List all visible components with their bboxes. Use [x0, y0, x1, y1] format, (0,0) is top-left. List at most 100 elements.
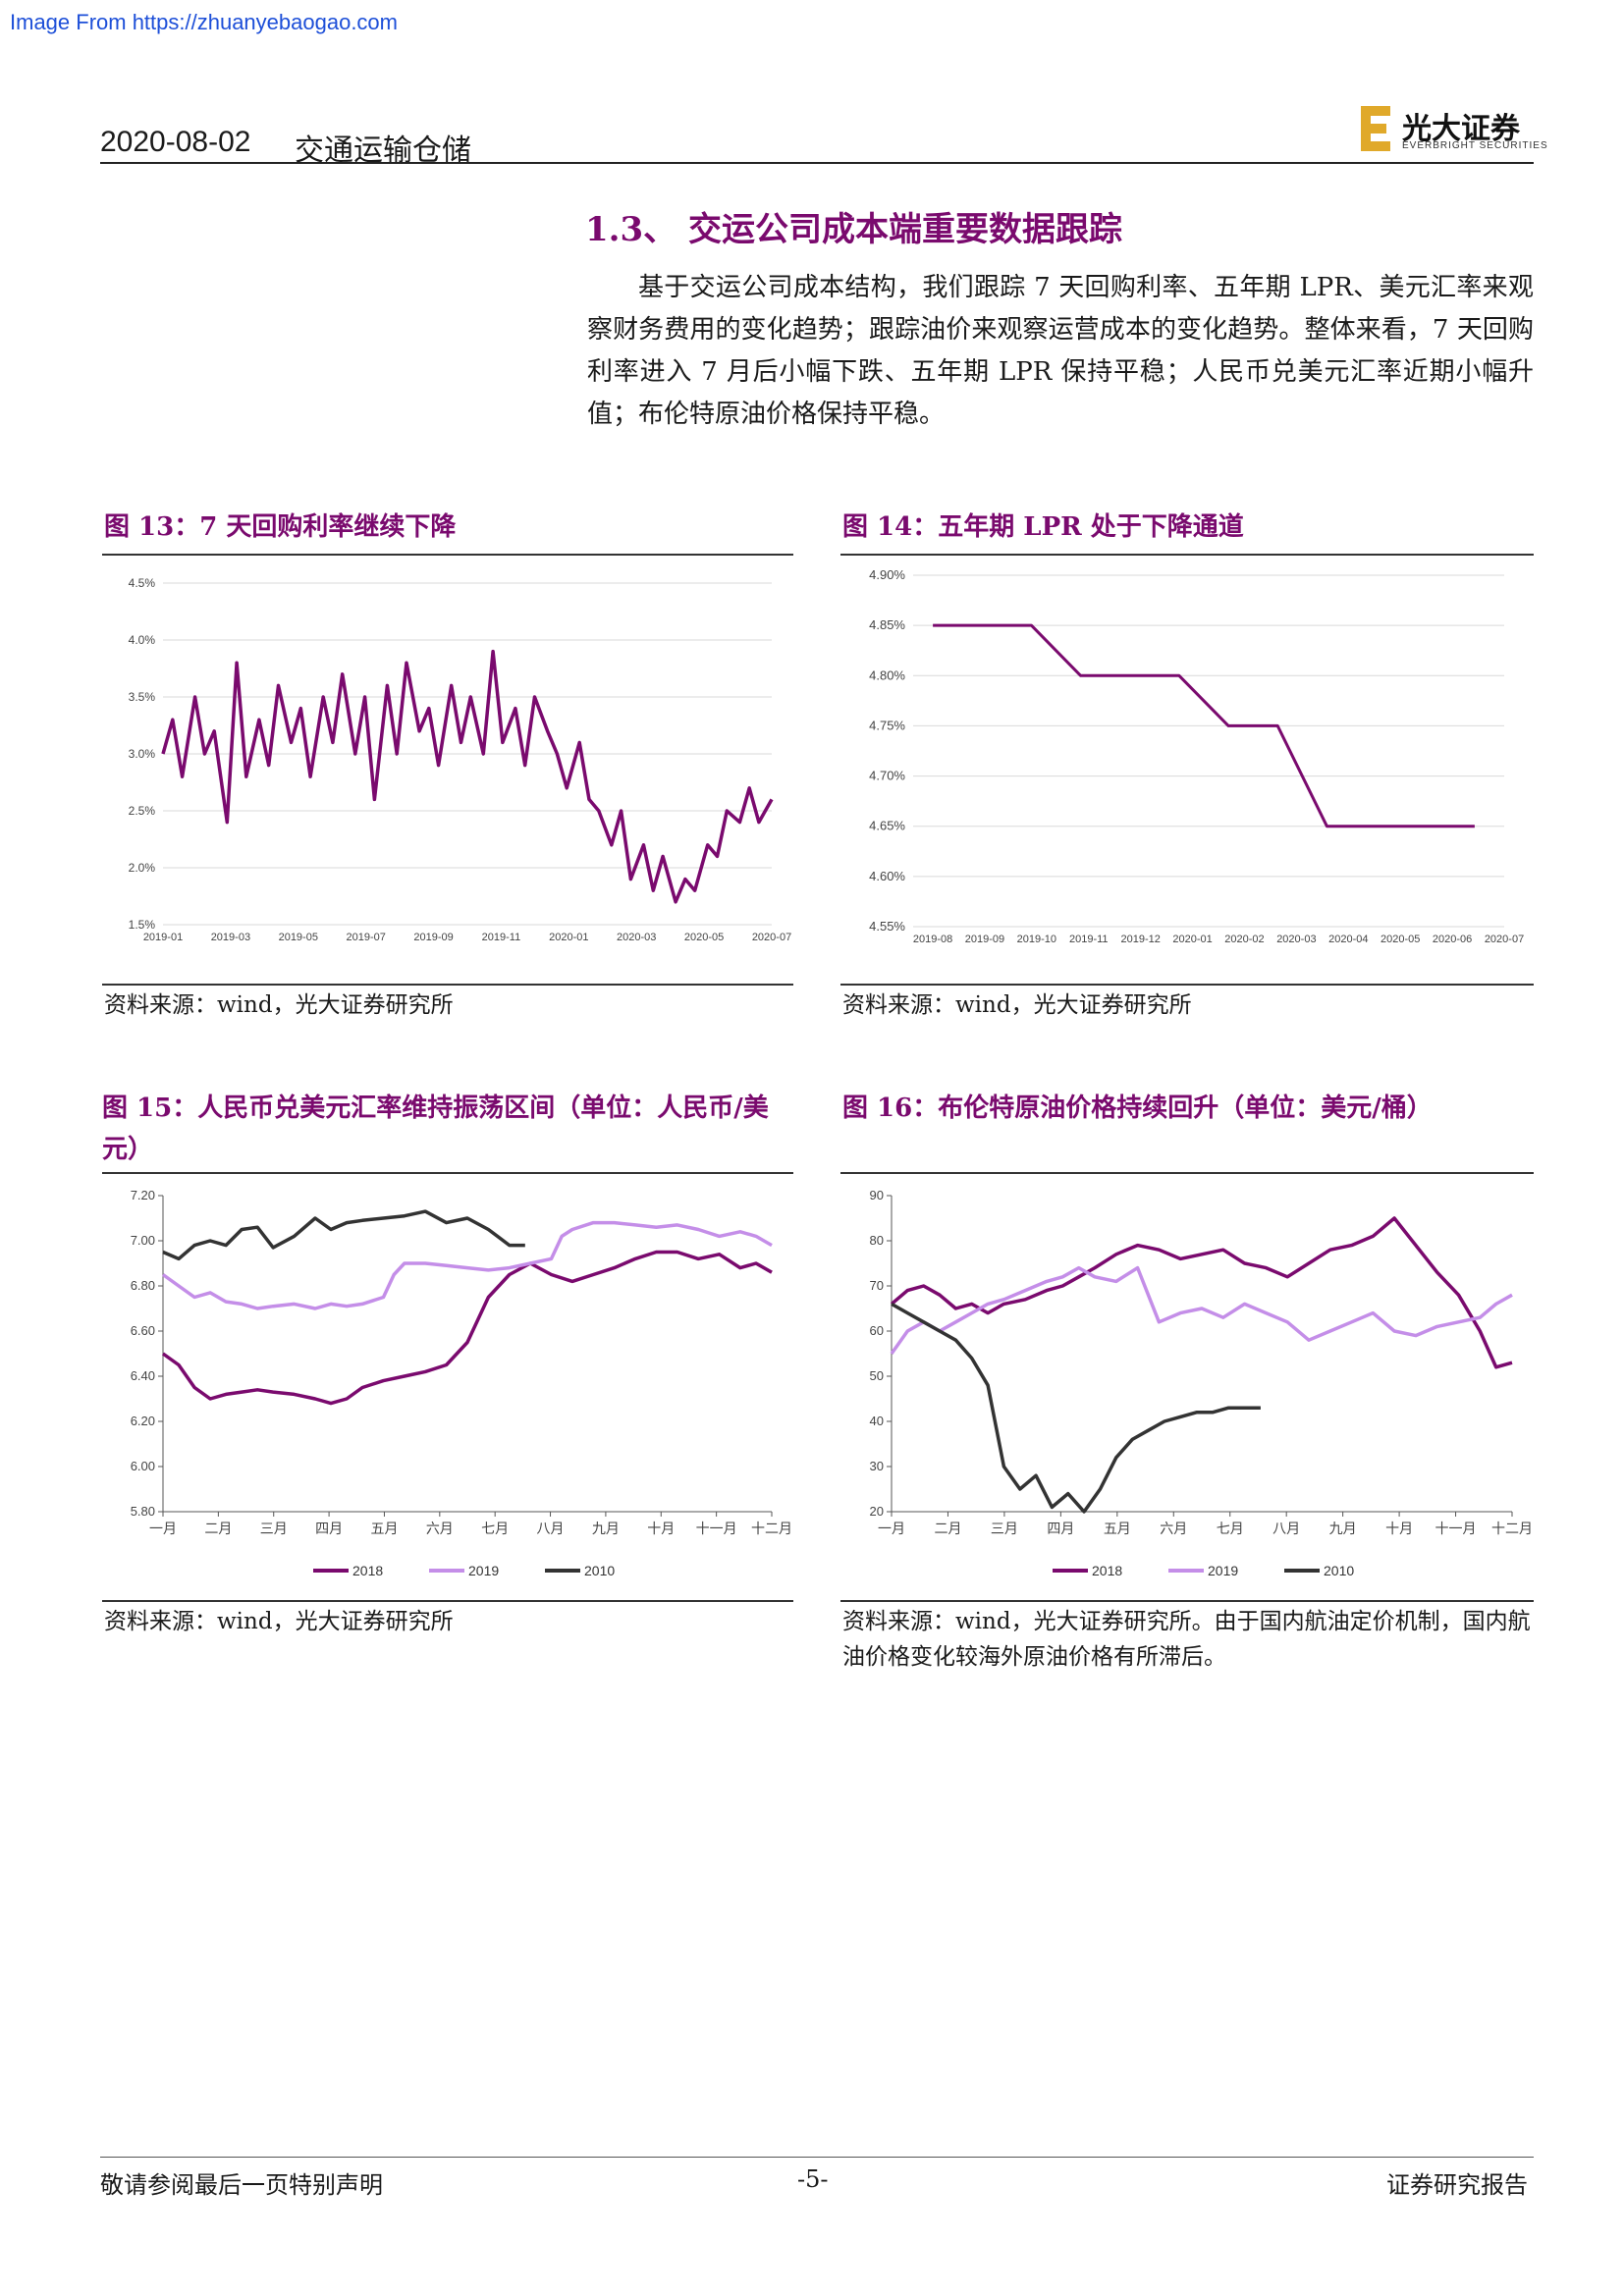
fig15-xtick-label: 三月	[260, 1521, 288, 1536]
fig14-ytick-label: 4.90%	[869, 567, 905, 582]
fig16-title: 图 16：布伦特原油价格持续回升（单位：美元/桶）	[842, 1094, 1433, 1123]
fig14-xtick-label: 2020-07	[1485, 934, 1524, 945]
fig14-xtick-label: 2019-11	[1069, 934, 1109, 945]
fig13-xtick-label: 2019-07	[346, 932, 385, 943]
fig15-top-rule	[102, 1172, 793, 1174]
fig14-ytick-label: 4.55%	[869, 919, 905, 934]
fig15-ytick-label: 7.00	[131, 1233, 155, 1248]
fig16-series-line-2010	[891, 1302, 1261, 1514]
fig14-xtick-label: 2020-06	[1433, 934, 1472, 945]
fig14-series-line-0	[933, 623, 1475, 828]
fig15-xtick-label: 九月	[592, 1521, 620, 1536]
fig16-ytick-label: 70	[870, 1278, 884, 1293]
fig16-series-line-2019	[890, 1265, 1513, 1356]
fig15-xtick-label: 五月	[370, 1521, 398, 1536]
fig13-xtick-label: 2019-01	[143, 932, 183, 943]
fig13-ytick-label: 3.5%	[129, 690, 156, 704]
fig16-xtick-label: 四月	[1047, 1521, 1074, 1536]
fig14-xtick-label: 2019-10	[1017, 934, 1056, 945]
fig15-series-line-2019	[161, 1220, 773, 1310]
fig14-bottom-rule	[840, 984, 1534, 986]
fig14-source: 资料来源：wind，光大证券研究所	[842, 992, 1192, 1018]
fig13-xtick-label: 2020-01	[549, 932, 588, 943]
fig16-xtick-label: 七月	[1217, 1521, 1244, 1536]
fig15-legend-label: 2019	[468, 1563, 499, 1578]
fig13-ytick-label: 1.5%	[129, 918, 156, 932]
fig16-series-line-2018	[890, 1216, 1513, 1369]
fig14-xtick-label: 2019-09	[965, 934, 1004, 945]
fig16-xtick-label: 九月	[1329, 1521, 1357, 1536]
fig15-source: 资料来源：wind，光大证券研究所	[104, 1609, 454, 1634]
fig16-bottom-rule	[840, 1600, 1534, 1602]
fig15-bottom-rule	[102, 1600, 793, 1602]
watermark[interactable]: Image From https://zhuanyebaogao.com	[10, 10, 398, 34]
fig16-ytick-label: 50	[870, 1368, 884, 1383]
logo-subtext: EVERBRIGHT SECURITIES	[1402, 140, 1548, 151]
fig16-legend-label: 2010	[1324, 1563, 1354, 1578]
fig15-xtick-label: 七月	[481, 1521, 509, 1536]
fig15-ytick-label: 6.60	[131, 1323, 155, 1338]
fig14-xtick-label: 2020-05	[1380, 934, 1420, 945]
fig14-xtick-label: 2020-01	[1172, 934, 1212, 945]
fig13-ytick-label: 4.5%	[129, 576, 156, 590]
section-body: 基于交运公司成本结构，我们跟踪 7 天回购利率、五年期 LPR、美元汇率来观察财…	[587, 273, 1534, 429]
fig15-title: 图 15：人民币兑美元汇率维持振荡区间（单位：人民币/美元）	[102, 1094, 769, 1164]
fig13-top-rule	[102, 554, 793, 556]
fig15-xtick-label: 四月	[315, 1521, 343, 1536]
fig16-xtick-label: 三月	[991, 1521, 1018, 1536]
fig15-series-line-2010	[162, 1209, 525, 1261]
fig16-ytick-label: 60	[870, 1323, 884, 1338]
fig16-xtick-label: 六月	[1160, 1521, 1187, 1536]
fig15-ytick-label: 6.80	[131, 1278, 155, 1293]
fig16-ytick-label: 80	[870, 1233, 884, 1248]
fig16-ytick-label: 90	[870, 1188, 884, 1202]
fig15-xtick-label: 十一月	[696, 1521, 737, 1536]
fig14-ytick-label: 4.85%	[869, 617, 905, 632]
everbright-logo-icon	[1361, 106, 1390, 151]
fig15-xtick-label: 十二月	[751, 1521, 792, 1536]
fig14-ytick-label: 4.70%	[869, 769, 905, 783]
fig13-xtick-label: 2020-07	[752, 932, 791, 943]
fig16-source: 资料来源：wind，光大证券研究所。由于国内航油定价机制，国内航油价格变化较海外…	[842, 1609, 1531, 1670]
logo-text: 光大证券	[1402, 112, 1520, 146]
fig15-legend-label: 2010	[584, 1563, 615, 1578]
fig14-xtick-label: 2019-08	[913, 934, 952, 945]
fig15-xtick-label: 十月	[647, 1521, 675, 1536]
fig14-xtick-label: 2019-12	[1120, 934, 1160, 945]
fig13-chart: 1.5% 2.0% 2.5% 3.0% 3.5% 4.0% 4.5% 2019-01 2019-…	[129, 576, 792, 943]
fig15-ytick-label: 6.20	[131, 1414, 155, 1428]
fig13-ytick-label: 4.0%	[129, 633, 156, 647]
fig15-chart: 5.80 6.00 6.20 6.40 6.60 6.80 7.00 7.20 一月 二月 三月 四月…	[131, 1188, 792, 1578]
fig15-xtick-label: 六月	[426, 1521, 454, 1536]
fig15-ytick-label: 7.20	[131, 1188, 155, 1202]
header-divider	[100, 162, 1534, 164]
fig16-legend-label: 2019	[1208, 1563, 1238, 1578]
fig16-ytick-label: 40	[870, 1414, 884, 1428]
fig16-xtick-label: 八月	[1272, 1521, 1300, 1536]
fig13-xtick-label: 2019-05	[279, 932, 318, 943]
fig15-ytick-label: 5.80	[131, 1504, 155, 1519]
fig14-top-rule	[840, 554, 1534, 556]
fig13-bottom-rule	[102, 984, 793, 986]
fig15-xtick-label: 二月	[204, 1521, 232, 1536]
fig16-top-rule	[840, 1172, 1534, 1174]
fig16-xtick-label: 十月	[1385, 1521, 1413, 1536]
fig14-ytick-label: 4.75%	[869, 718, 905, 732]
fig14-xtick-label: 2020-03	[1276, 934, 1316, 945]
fig13-ytick-label: 2.5%	[129, 804, 156, 818]
fig15-ytick-label: 6.00	[131, 1459, 155, 1473]
fig15-series-line-2018	[161, 1250, 773, 1406]
fig14-ytick-label: 4.65%	[869, 819, 905, 833]
fig14-title: 图 14：五年期 LPR 处于下降通道	[842, 512, 1244, 542]
footer-report-type: 证券研究报告	[1386, 2171, 1528, 2199]
fig16-xtick-label: 五月	[1104, 1521, 1131, 1536]
fig14-ytick-label: 4.60%	[869, 869, 905, 883]
fig14-ytick-label: 4.80%	[869, 667, 905, 682]
report-date: 2020-08-02	[100, 126, 251, 158]
fig16-ytick-label: 30	[870, 1459, 884, 1473]
fig15-xtick-label: 一月	[149, 1521, 177, 1536]
fig13-xtick-label: 2019-03	[211, 932, 250, 943]
fig16-xtick-label: 二月	[934, 1521, 961, 1536]
fig13-ytick-label: 3.0%	[129, 747, 156, 761]
fig16-xtick-label: 十一月	[1435, 1521, 1477, 1536]
